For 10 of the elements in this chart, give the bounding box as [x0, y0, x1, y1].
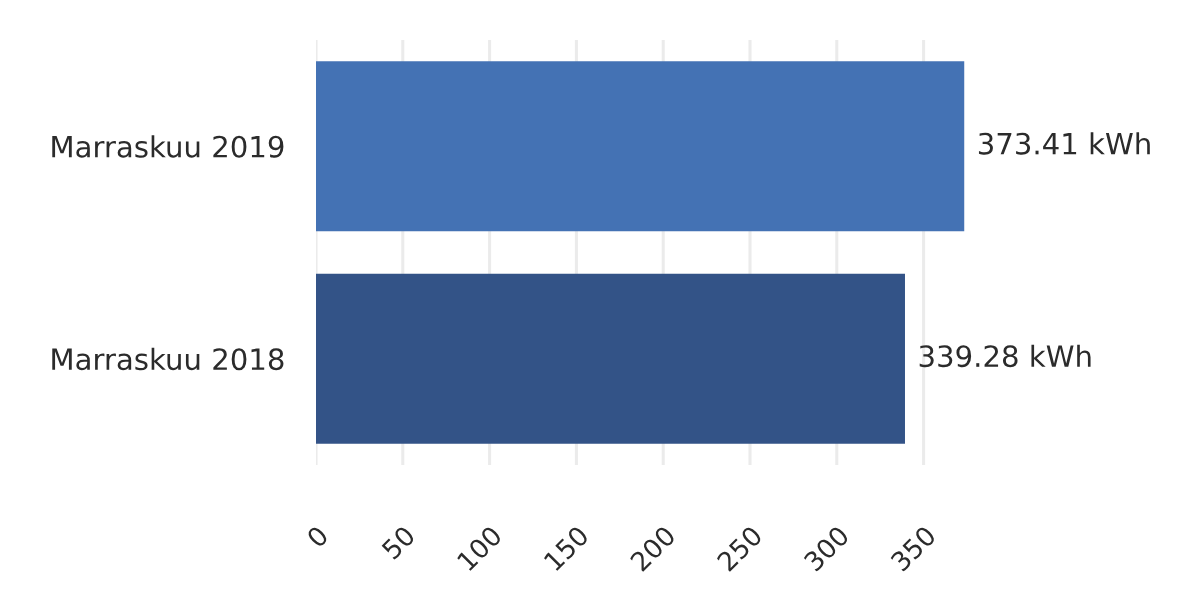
- x-tick-label: 150: [543, 524, 590, 572]
- data-label: 339.28 kWh: [919, 344, 1091, 368]
- data-label: 373.41 kWh: [978, 132, 1150, 155]
- x-tick-label: 0: [305, 524, 330, 549]
- x-tick-label: 350: [889, 524, 937, 572]
- x-tick-label: 50: [380, 524, 416, 561]
- x-tick-label: 100: [456, 524, 503, 572]
- x-tick-label: 300: [802, 524, 850, 572]
- y-tick-label: Marraskuu 2019: [52, 135, 284, 158]
- y-tick-label: Marraskuu 2018: [52, 347, 284, 371]
